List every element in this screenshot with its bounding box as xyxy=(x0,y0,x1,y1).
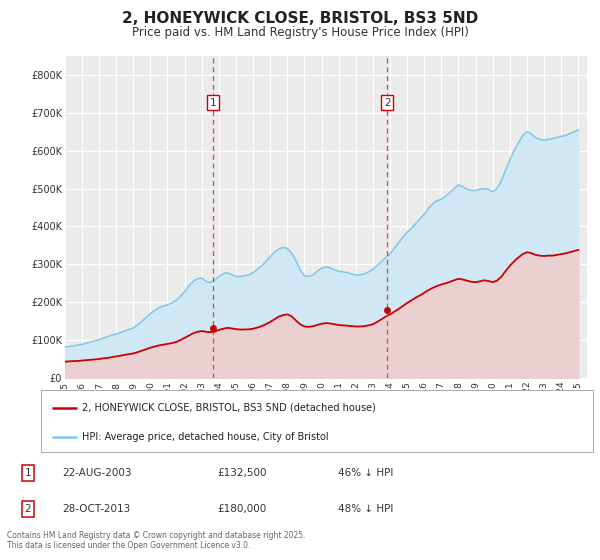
Text: HPI: Average price, detached house, City of Bristol: HPI: Average price, detached house, City… xyxy=(82,432,329,441)
Text: 2: 2 xyxy=(25,504,31,514)
Text: 28-OCT-2013: 28-OCT-2013 xyxy=(62,504,130,514)
Text: 1: 1 xyxy=(209,97,216,108)
Text: Price paid vs. HM Land Registry's House Price Index (HPI): Price paid vs. HM Land Registry's House … xyxy=(131,26,469,39)
Text: 2: 2 xyxy=(384,97,391,108)
Text: 22-AUG-2003: 22-AUG-2003 xyxy=(62,468,131,478)
Text: £132,500: £132,500 xyxy=(218,468,267,478)
Text: 2, HONEYWICK CLOSE, BRISTOL, BS3 5ND (detached house): 2, HONEYWICK CLOSE, BRISTOL, BS3 5ND (de… xyxy=(82,403,376,413)
Text: Contains HM Land Registry data © Crown copyright and database right 2025.
This d: Contains HM Land Registry data © Crown c… xyxy=(7,531,306,550)
Text: 48% ↓ HPI: 48% ↓ HPI xyxy=(338,504,394,514)
Text: 2, HONEYWICK CLOSE, BRISTOL, BS3 5ND: 2, HONEYWICK CLOSE, BRISTOL, BS3 5ND xyxy=(122,11,478,26)
Text: 1: 1 xyxy=(25,468,31,478)
Text: £180,000: £180,000 xyxy=(218,504,267,514)
Text: 46% ↓ HPI: 46% ↓ HPI xyxy=(338,468,394,478)
